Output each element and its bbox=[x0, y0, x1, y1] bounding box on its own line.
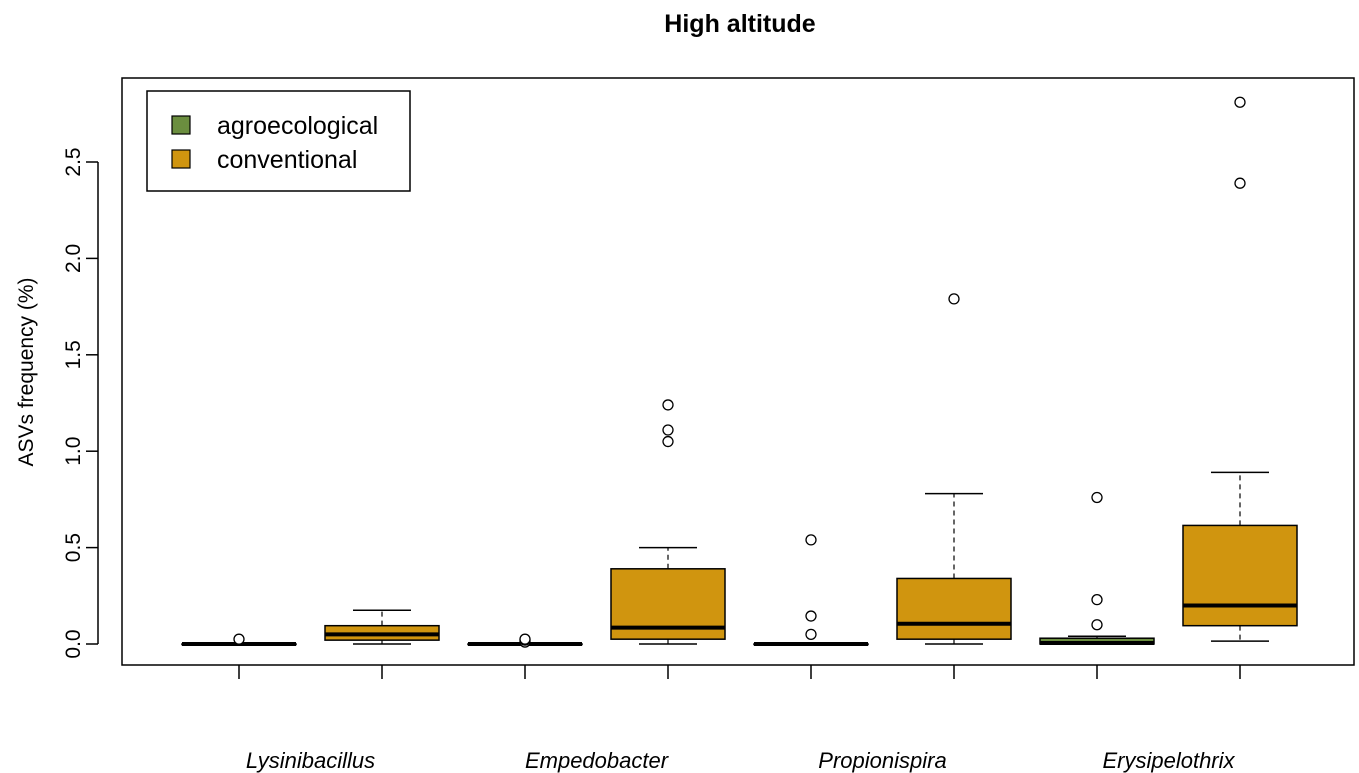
outlier-point bbox=[948, 293, 960, 305]
box-conventional bbox=[896, 293, 1012, 645]
x-category-label: Lysinibacillus bbox=[246, 748, 375, 773]
box-conventional bbox=[1182, 96, 1298, 642]
outlier-point bbox=[662, 424, 674, 436]
y-tick-label: 2.0 bbox=[62, 244, 85, 273]
box-agroecological bbox=[1039, 491, 1155, 646]
box-agroecological bbox=[753, 534, 869, 646]
box-series bbox=[181, 96, 1298, 648]
x-axis: Lysinibacillus Empedobacter Propionispira E… bbox=[238, 665, 1241, 773]
legend: agroecological conventional bbox=[146, 90, 411, 192]
x-category-label: Erysipelothrix bbox=[1102, 748, 1235, 773]
y-tick-label: 2.5 bbox=[62, 147, 85, 176]
plot-frame bbox=[121, 77, 1355, 666]
y-axis: 0.0 0.5 1.0 1.5 2.0 2.5 bbox=[62, 147, 99, 659]
y-tick-label: 1.5 bbox=[62, 340, 85, 369]
box-agroecological bbox=[181, 633, 297, 646]
legend-swatch-agroecological bbox=[171, 115, 191, 135]
outlier-point bbox=[805, 628, 817, 641]
outlier-point bbox=[1091, 491, 1103, 504]
legend-swatch-conventional bbox=[171, 149, 191, 169]
y-tick-label: 0.5 bbox=[62, 533, 85, 562]
outlier-point bbox=[1091, 594, 1103, 606]
x-category-label: Empedobacter bbox=[525, 748, 670, 773]
outlier-point bbox=[1234, 177, 1246, 189]
legend-label-conventional: conventional bbox=[217, 146, 357, 174]
y-tick-label: 1.0 bbox=[62, 437, 85, 466]
chart-title: High altitude bbox=[664, 10, 815, 38]
legend-frame bbox=[146, 90, 411, 192]
outlier-point bbox=[519, 633, 531, 645]
box-conventional bbox=[610, 399, 726, 645]
outlier-point bbox=[805, 610, 817, 622]
outlier-point bbox=[1091, 619, 1103, 631]
legend-label-agroecological: agroecological bbox=[217, 112, 378, 140]
outlier-point bbox=[233, 633, 245, 645]
box-body bbox=[1182, 524, 1298, 627]
outlier-point bbox=[662, 399, 674, 411]
outlier-point bbox=[662, 435, 674, 448]
box-body bbox=[896, 577, 1012, 640]
y-axis-label: ASVs frequency (%) bbox=[15, 277, 38, 466]
x-category-label: Propionispira bbox=[818, 748, 946, 773]
box-conventional bbox=[324, 609, 440, 645]
outlier-point bbox=[805, 534, 817, 546]
y-tick-label: 0.0 bbox=[62, 629, 85, 658]
outlier-point bbox=[1234, 96, 1246, 108]
box-agroecological bbox=[467, 633, 583, 648]
